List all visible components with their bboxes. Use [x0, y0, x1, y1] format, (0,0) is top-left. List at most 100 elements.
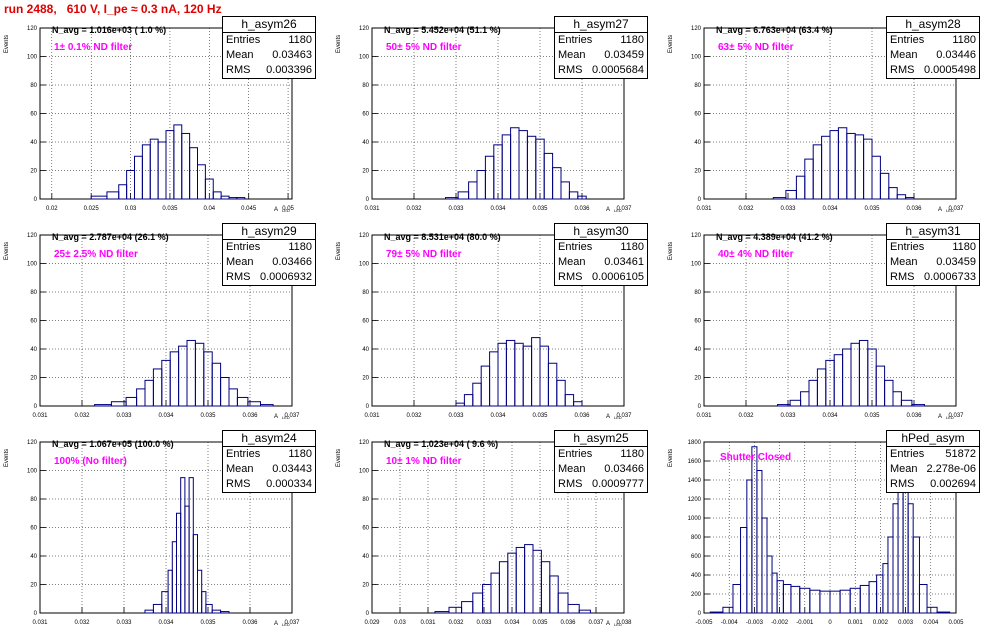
- x-tick-label: 0.003: [898, 620, 914, 626]
- x-tick-label: -0.003: [746, 620, 764, 626]
- x-axis-label-sub: LED: [614, 415, 622, 420]
- y-tick-label: 20: [362, 169, 369, 175]
- y-tick-label: 0: [34, 611, 38, 617]
- x-tick-label: 0.033: [448, 413, 464, 419]
- histogram-name: h_asym28: [887, 17, 979, 33]
- x-axis-label-sub: LED: [282, 415, 290, 420]
- histogram-panel-hPed_asym: -0.005 -0.004 -0.003 -0.002 -0.001 0 0.001 0.00…: [664, 428, 996, 635]
- stat-label-entries: Entries: [226, 448, 261, 460]
- x-axis-label-sub: LED: [282, 622, 290, 627]
- histogram-bar: [568, 191, 579, 200]
- y-tick-label: 20: [694, 376, 701, 382]
- stat-row-rms: RMS 0.0009777: [555, 477, 647, 492]
- filter-label: 63± 5% ND filter: [718, 42, 794, 53]
- stat-row-mean: Mean 0.03446: [887, 48, 979, 63]
- stat-row-entries: Entries 1180: [887, 33, 979, 48]
- y-tick-label: 40: [30, 554, 37, 560]
- y-tick-label: 1000: [688, 516, 702, 522]
- y-tick-label: 60: [362, 526, 369, 532]
- stat-row-mean: Mean 0.03459: [555, 48, 647, 63]
- histogram-bar: [573, 401, 583, 407]
- x-tick-label: 0.033: [780, 413, 796, 419]
- y-tick-label: 120: [27, 233, 38, 239]
- x-tick-label: 0.032: [74, 413, 90, 419]
- stat-row-mean: Mean 0.03461: [555, 255, 647, 270]
- x-tick-label: -0.002: [771, 620, 789, 626]
- histogram-name: h_asym30: [555, 224, 647, 240]
- y-tick-label: 20: [362, 583, 369, 589]
- y-tick-label: 0: [698, 611, 702, 617]
- y-tick-label: 1400: [688, 478, 702, 484]
- stat-value-mean: 0.03459: [936, 256, 976, 268]
- stat-row-entries: Entries 1180: [223, 33, 315, 48]
- y-tick-label: 100: [27, 55, 38, 61]
- stat-row-mean: Mean 0.03466: [223, 255, 315, 270]
- x-tick-label: 0.034: [822, 206, 838, 212]
- stats-box: h_asym26 Entries 1180 Mean 0.03463 RMS 0.00339…: [222, 16, 316, 79]
- x-tick-label: 0.03: [394, 620, 406, 626]
- x-tick-label: 0.035: [532, 620, 548, 626]
- x-tick-label: 0.05: [282, 206, 294, 212]
- stat-label-mean: Mean: [558, 256, 586, 268]
- histogram-bar: [205, 603, 213, 614]
- histogram-panel-h_asym26: 0.02 0.025 0.03 0.035 0.04 0.045 0.05 0 20 40 60 80…: [0, 14, 332, 221]
- histogram-panel-h_asym31: 0.031 0.032 0.033 0.034 0.035 0.036 0.037 0 20 40…: [664, 221, 996, 428]
- y-tick-label: 120: [27, 440, 38, 446]
- y-axis-label: Events: [668, 242, 674, 260]
- x-tick-label: 0.031: [696, 413, 712, 419]
- x-tick-label: 0.034: [490, 206, 506, 212]
- x-axis-label: A: [938, 414, 942, 420]
- y-tick-label: 60: [30, 319, 37, 325]
- histogram-bar: [888, 187, 898, 200]
- stat-value-mean: 0.03446: [936, 49, 976, 61]
- x-tick-label: 0.035: [162, 206, 178, 212]
- x-tick-label: 0.034: [504, 620, 520, 626]
- y-tick-label: 60: [30, 112, 37, 118]
- x-axis-label-sub: LED: [282, 208, 290, 213]
- x-axis-label: A: [274, 207, 278, 213]
- stat-value-mean: 0.03443: [272, 463, 312, 475]
- y-tick-label: 0: [34, 404, 38, 410]
- y-tick-label: 1200: [688, 497, 702, 503]
- run-title: run 2488, 610 V, I_pe ≈ 0.3 nA, 120 Hz: [4, 2, 222, 16]
- y-tick-label: 120: [359, 26, 370, 32]
- stat-value-mean: 0.03461: [604, 256, 644, 268]
- y-tick-label: 400: [691, 573, 702, 579]
- stat-label-entries: Entries: [558, 448, 593, 460]
- x-axis-label: A: [274, 414, 278, 420]
- stat-label-mean: Mean: [890, 49, 918, 61]
- x-tick-label: 0.033: [116, 413, 132, 419]
- stat-value-mean: 0.03466: [272, 256, 312, 268]
- stat-value-mean: 0.03466: [604, 463, 644, 475]
- stat-row-rms: RMS 0.0005498: [887, 63, 979, 78]
- histogram-name: h_asym25: [555, 431, 647, 447]
- x-tick-label: -0.001: [796, 620, 814, 626]
- stat-value-entries: 1180: [620, 241, 644, 253]
- stat-value-mean: 0.03459: [604, 49, 644, 61]
- x-tick-label: 0.033: [476, 620, 492, 626]
- histogram-bar: [567, 603, 580, 614]
- stat-label-rms: RMS: [226, 478, 251, 490]
- stat-label-rms: RMS: [558, 478, 583, 490]
- x-tick-label: 0.037: [284, 413, 300, 419]
- x-tick-label: 0.032: [738, 413, 754, 419]
- stat-row-rms: RMS 0.0006733: [887, 270, 979, 285]
- stat-label-entries: Entries: [890, 241, 925, 253]
- histogram-bar: [556, 379, 566, 407]
- y-tick-label: 100: [359, 469, 370, 475]
- stats-box: hPed_asym Entries 51872 Mean 2.278e-06 RMS 0.0…: [886, 430, 980, 493]
- stats-box: h_asym24 Entries 1180 Mean 0.03443 RMS 0.00033…: [222, 430, 316, 493]
- stat-value-entries: 1180: [288, 241, 312, 253]
- y-tick-label: 0: [698, 404, 702, 410]
- navg-label: N_avg = 1.023e+04 ( 9.6 %): [384, 439, 499, 449]
- x-tick-label: 0.034: [158, 620, 174, 626]
- stats-box: h_asym30 Entries 1180 Mean 0.03461 RMS 0.00061…: [554, 223, 648, 286]
- y-tick-label: 120: [359, 440, 370, 446]
- x-tick-label: 0.036: [574, 413, 590, 419]
- histogram-bar: [577, 195, 587, 200]
- stat-value-rms: 0.002694: [930, 478, 976, 490]
- histogram-panel-h_asym29: 0.031 0.032 0.033 0.034 0.035 0.036 0.037 0 20 40…: [0, 221, 332, 428]
- stats-box: h_asym31 Entries 1180 Mean 0.03459 RMS 0.00067…: [886, 223, 980, 286]
- y-tick-label: 80: [362, 497, 369, 503]
- stats-box: h_asym27 Entries 1180 Mean 0.03459 RMS 0.00056…: [554, 16, 648, 79]
